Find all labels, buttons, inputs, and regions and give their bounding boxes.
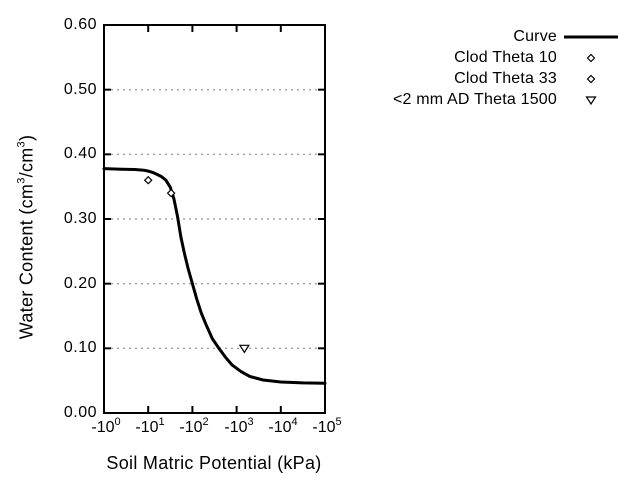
- legend-label: <2 mm AD Theta 1500: [392, 90, 557, 108]
- legend-label: Clod Theta 10: [454, 48, 557, 66]
- x-tick-label: -103: [224, 415, 254, 436]
- open-diamond-glyph: [586, 74, 596, 83]
- y-tick-label: 0.30: [63, 210, 97, 227]
- legend-row: Clod Theta 10: [393, 47, 625, 68]
- legend-row: <2 mm AD Theta 1500: [393, 89, 625, 110]
- y-tick-label: 0.20: [63, 275, 97, 292]
- marker-2-mm-ad-theta-1500: [238, 344, 250, 354]
- open-triangle-down-glyph: [585, 95, 597, 105]
- y-tick-label: 0.50: [63, 81, 97, 98]
- line-sample-glyph: [564, 35, 618, 38]
- open-triangle-down-icon: [557, 92, 625, 108]
- x-tick-label: -100: [91, 415, 121, 436]
- legend: Curve Clod Theta 10 Clod Theta 33 <2 mm …: [393, 26, 625, 110]
- curve-line: [102, 167, 327, 385]
- y-tick-label: 0.10: [63, 339, 97, 356]
- legend-open-diamond: [586, 74, 596, 83]
- legend-open-diamond: [586, 53, 596, 62]
- y-tick-label: 0.60: [63, 16, 97, 33]
- x-tick-label: -101: [135, 415, 165, 436]
- x-tick-label: -104: [268, 415, 298, 436]
- legend-row: Curve: [393, 26, 625, 47]
- open-diamond-glyph: [586, 53, 596, 62]
- open-diamond-icon: [557, 71, 625, 87]
- marker-clod-theta-10: [143, 175, 153, 185]
- marker-clod-theta-33: [166, 188, 176, 198]
- legend-label: Curve: [513, 27, 557, 45]
- y-axis-label: Water Content (cm3/cm3): [15, 134, 37, 340]
- x-tick-label: -102: [179, 415, 209, 436]
- y-tick-label: 0.00: [63, 404, 97, 421]
- legend-open-triangle-down: [585, 95, 597, 105]
- y-tick-label: 0.40: [63, 145, 97, 162]
- curve-line-sample-icon: [557, 29, 625, 45]
- legend-label: Clod Theta 33: [454, 69, 557, 87]
- x-axis-label: Soil Matric Potential (kPa): [106, 453, 322, 473]
- legend-row: Clod Theta 33: [393, 68, 625, 89]
- open-diamond-icon: [557, 50, 625, 66]
- x-tick-label: -105: [312, 415, 342, 436]
